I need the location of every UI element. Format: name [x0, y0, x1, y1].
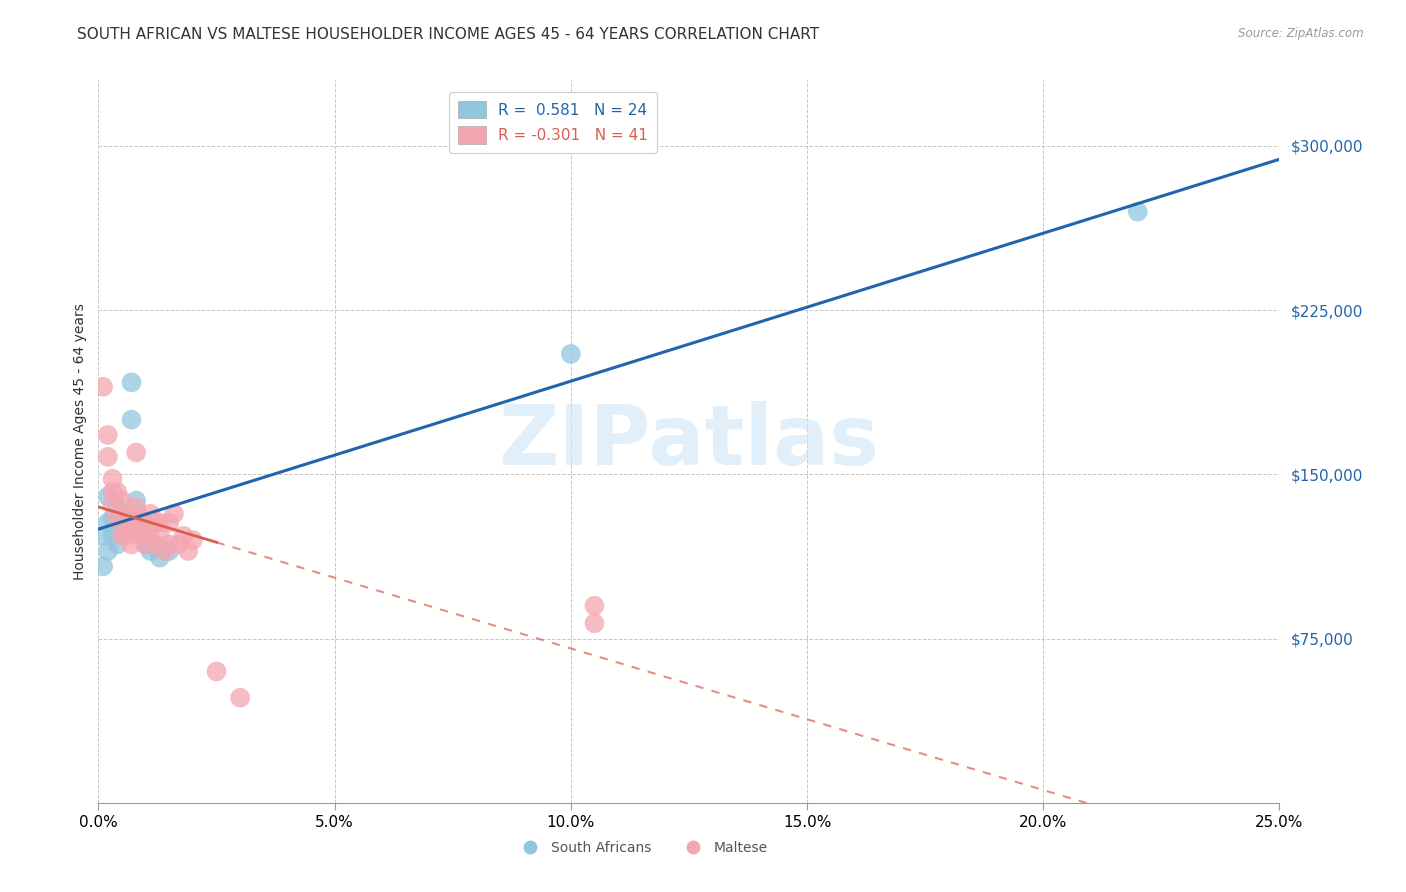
Point: [149, 529, 172, 543]
Point: [97, 450, 120, 464]
Point: [91, 380, 114, 394]
Point: [181, 533, 204, 547]
Point: [111, 516, 134, 530]
Point: [135, 516, 157, 530]
Point: [143, 516, 166, 530]
Point: [143, 537, 166, 551]
Point: [229, 690, 252, 705]
Point: [139, 544, 162, 558]
Point: [125, 445, 148, 459]
Point: [149, 550, 172, 565]
Point: [121, 522, 143, 536]
Point: [163, 507, 186, 521]
Point: [121, 412, 143, 426]
Point: [121, 376, 143, 390]
Point: [177, 544, 200, 558]
Point: [97, 428, 120, 442]
Point: [91, 529, 114, 543]
Text: ZIPatlas: ZIPatlas: [499, 401, 879, 482]
Point: [153, 544, 176, 558]
Point: [121, 537, 143, 551]
Point: [97, 544, 120, 558]
Point: [111, 529, 134, 543]
Point: [105, 500, 128, 515]
Point: [115, 516, 138, 530]
Point: [135, 537, 157, 551]
Point: [139, 522, 162, 536]
Point: [101, 484, 124, 499]
Point: [125, 516, 148, 530]
Point: [105, 511, 128, 525]
Point: [125, 493, 148, 508]
Point: [205, 665, 228, 679]
Point: [129, 511, 152, 525]
Point: [129, 529, 152, 543]
Point: [139, 507, 162, 521]
Text: SOUTH AFRICAN VS MALTESE HOUSEHOLDER INCOME AGES 45 - 64 YEARS CORRELATION CHART: SOUTH AFRICAN VS MALTESE HOUSEHOLDER INC…: [77, 27, 820, 42]
Point: [583, 616, 606, 631]
Point: [111, 493, 134, 508]
Point: [1126, 204, 1149, 219]
Legend: South Africans, Maltese: South Africans, Maltese: [510, 836, 773, 861]
Point: [560, 347, 582, 361]
Point: [115, 529, 138, 543]
Point: [583, 599, 606, 613]
Point: [135, 537, 157, 551]
Point: [101, 472, 124, 486]
Y-axis label: Householder Income Ages 45 - 64 years: Householder Income Ages 45 - 64 years: [73, 303, 87, 580]
Point: [149, 516, 172, 530]
Point: [135, 516, 157, 530]
Point: [101, 511, 124, 525]
Point: [115, 507, 138, 521]
Text: Source: ZipAtlas.com: Source: ZipAtlas.com: [1239, 27, 1364, 40]
Point: [101, 529, 124, 543]
Point: [101, 498, 124, 512]
Point: [111, 522, 134, 536]
Point: [111, 507, 134, 521]
Point: [121, 511, 143, 525]
Point: [143, 537, 166, 551]
Point: [105, 484, 128, 499]
Point: [105, 537, 128, 551]
Point: [157, 516, 180, 530]
Point: [129, 529, 152, 543]
Point: [91, 559, 114, 574]
Point: [157, 544, 180, 558]
Point: [172, 529, 194, 543]
Point: [157, 537, 180, 551]
Point: [125, 500, 148, 515]
Point: [97, 489, 120, 503]
Point: [97, 516, 120, 530]
Point: [167, 537, 190, 551]
